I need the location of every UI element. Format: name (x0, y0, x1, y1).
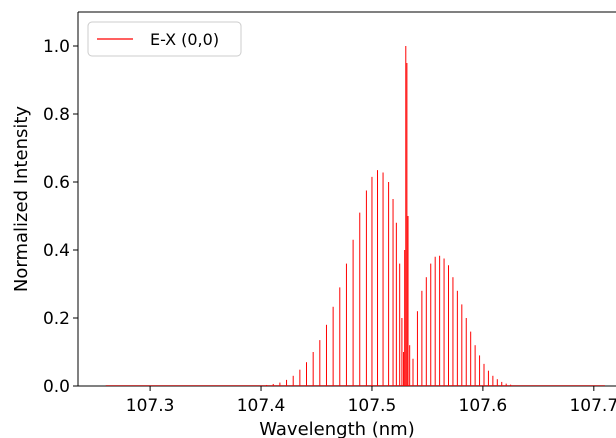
legend-box (87, 21, 242, 57)
y-axis: 0.0 0.2 0.4 0.6 0.8 1.0 (43, 37, 78, 397)
y-tick-label-0: 0.0 (43, 377, 70, 397)
plot-frame (77, 11, 616, 387)
x-axis: 107.3 107.4 107.5 107.6 107.7 (126, 386, 616, 416)
x-tick-label-4: 107.7 (569, 396, 616, 416)
y-tick-label-3: 0.6 (43, 173, 70, 193)
series-e-x-00 (105, 46, 605, 386)
x-axis-label: Wavelength (nm) (259, 419, 415, 438)
legend-label-e-x-00: E-X (0,0) (150, 30, 219, 49)
x-tick-label-0: 107.3 (126, 396, 175, 416)
y-tick-label-2: 0.4 (43, 241, 70, 261)
legend: E-X (0,0) (87, 21, 242, 57)
y-tick-label-1: 0.2 (43, 309, 70, 329)
x-tick-label-1: 107.4 (237, 396, 286, 416)
y-tick-label-5: 1.0 (43, 37, 70, 57)
x-tick-label-2: 107.5 (348, 396, 397, 416)
y-axis-label: Normalized Intensity (11, 106, 32, 292)
x-tick-label-3: 107.6 (459, 396, 508, 416)
y-tick-label-4: 0.8 (43, 105, 70, 125)
